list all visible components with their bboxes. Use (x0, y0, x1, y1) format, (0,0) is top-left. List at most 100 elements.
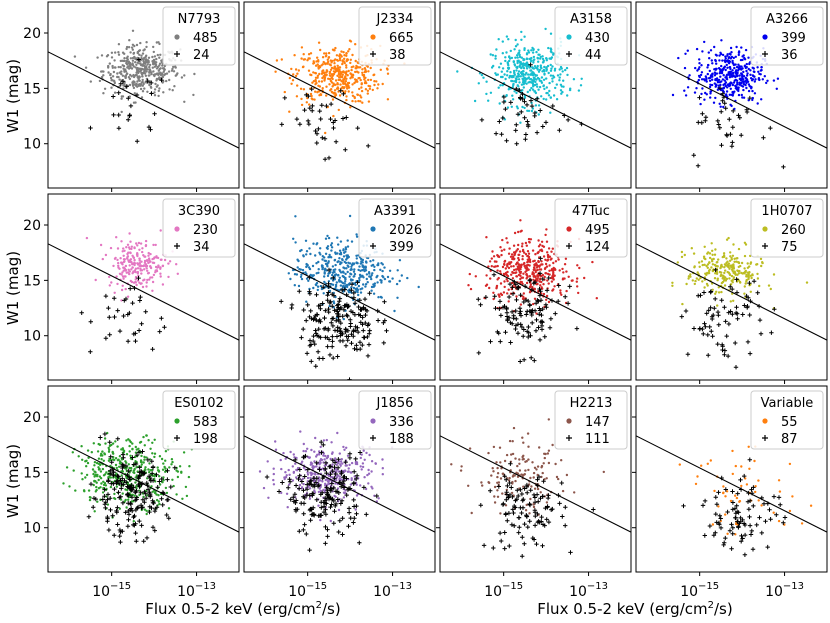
panel-grid: 101520N779348524J233466538A315843044A326… (23, 1, 828, 600)
cross-point (103, 505, 108, 511)
cross-point (724, 333, 729, 339)
source-point (359, 484, 362, 487)
source-point (482, 76, 485, 79)
source-point (537, 104, 541, 107)
source-point (125, 453, 129, 456)
cross-point (172, 465, 177, 470)
source-point (520, 66, 523, 70)
source-point (517, 258, 521, 262)
source-point (345, 70, 348, 73)
source-point (519, 71, 523, 74)
cross-point (518, 359, 523, 364)
source-point (496, 466, 499, 470)
source-point (114, 66, 117, 69)
source-point (142, 264, 146, 267)
source-point (506, 292, 509, 295)
cross-point (310, 483, 316, 489)
cross-point (524, 312, 529, 317)
source-point (383, 266, 386, 269)
source-point (720, 64, 723, 68)
source-point (485, 274, 488, 277)
source-point (375, 276, 378, 279)
source-point (112, 264, 115, 268)
source-point (160, 59, 163, 62)
source-point (731, 69, 734, 72)
source-point (302, 442, 305, 446)
source-point (120, 110, 123, 114)
source-point (172, 70, 176, 73)
source-point (316, 453, 319, 456)
source-point (110, 86, 113, 89)
cross-point (532, 358, 537, 363)
source-point (316, 285, 320, 288)
cross-point (299, 501, 304, 506)
plot-area (440, 418, 631, 559)
source-point (106, 54, 110, 57)
source-point (126, 488, 129, 492)
source-point (360, 96, 363, 99)
cross-point (325, 534, 330, 539)
cross-point (352, 301, 358, 306)
source-point (312, 71, 315, 74)
source-point (339, 240, 343, 243)
source-point (362, 276, 365, 279)
cross-point (728, 284, 733, 289)
cross-point (331, 521, 336, 526)
source-point (527, 109, 531, 113)
cross-point (719, 298, 724, 303)
source-point (563, 263, 567, 266)
source-point (127, 46, 131, 49)
source-point (317, 80, 321, 83)
source-point (743, 292, 746, 295)
cross-point (111, 469, 116, 475)
source-point (327, 56, 330, 59)
source-point (149, 469, 152, 472)
source-point (715, 72, 719, 75)
source-point (287, 468, 290, 472)
source-point (498, 66, 501, 69)
source-point (697, 278, 700, 281)
source-point (536, 274, 539, 277)
dividing-line (48, 243, 239, 341)
source-point (300, 57, 303, 60)
source-point (358, 265, 361, 268)
source-point (680, 255, 684, 259)
source-point (359, 275, 362, 278)
source-point (350, 461, 354, 465)
cross-point (131, 462, 136, 467)
source-point (758, 78, 761, 82)
cross-point (731, 108, 736, 114)
cross-point (506, 294, 512, 300)
cross-point (317, 467, 322, 472)
cross-point (538, 108, 543, 113)
source-point (744, 80, 747, 83)
cross-point (321, 504, 327, 509)
source-point (512, 244, 516, 247)
cross-point (311, 317, 316, 322)
cross-point (150, 478, 156, 483)
source-point (370, 274, 373, 277)
source-point (536, 282, 539, 286)
source-point (162, 70, 165, 74)
source-point (157, 494, 160, 497)
cross-point (337, 296, 343, 301)
cross-point (321, 326, 327, 332)
cross-point (86, 514, 92, 519)
source-point (99, 470, 103, 473)
source-point (145, 512, 148, 516)
legend-box (358, 390, 432, 450)
source-point (158, 455, 162, 458)
source-point (341, 462, 344, 465)
source-point (329, 63, 332, 67)
source-point (699, 276, 702, 280)
source-point (561, 267, 564, 271)
source-point (534, 269, 538, 272)
source-point (306, 59, 309, 62)
source-point (159, 266, 162, 269)
source-point (328, 72, 331, 75)
source-point (309, 92, 313, 96)
source-point (512, 265, 515, 268)
source-point (90, 451, 94, 454)
source-point (499, 461, 502, 464)
